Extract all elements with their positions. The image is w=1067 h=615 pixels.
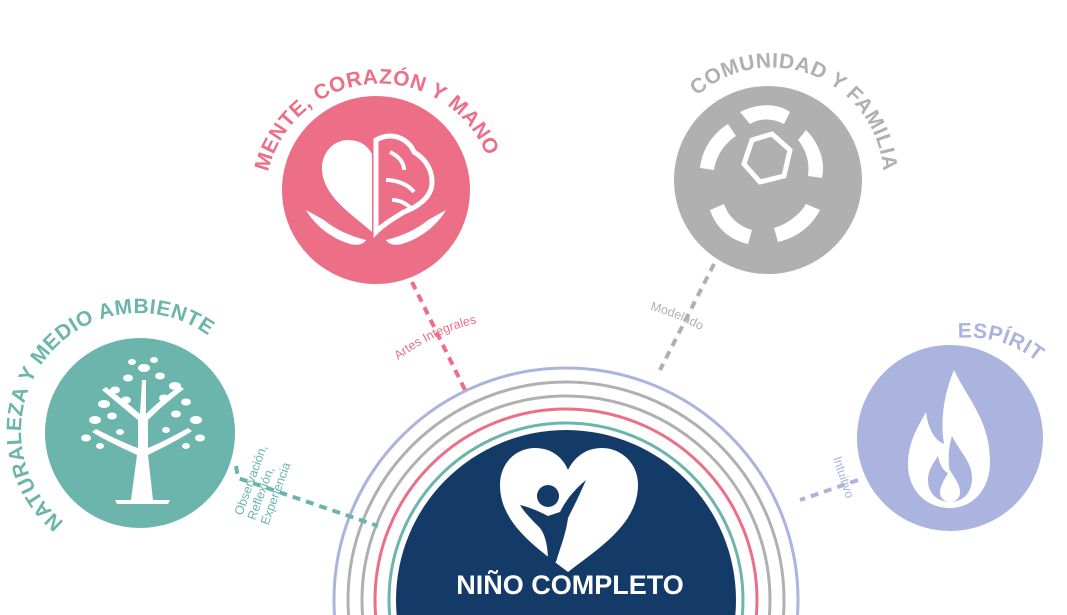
ring-community-inner <box>360 394 772 615</box>
nature-link-label: Observación, Reflexión, Experiencia <box>232 443 294 527</box>
node-nature: NATURALEZA Y MEDIO AMBIENTE Observación,… <box>3 295 294 535</box>
connector-mind <box>410 281 468 393</box>
node-community: COMUNIDAD Y FAMILIA Modelado <box>649 49 901 333</box>
mind-link-label: Artes Integrales <box>391 313 477 363</box>
center-node: NIÑO COMPLETO <box>396 430 736 615</box>
center-rings <box>332 366 800 615</box>
ring-nature <box>387 421 745 615</box>
connector-nature <box>234 465 379 528</box>
joined-hands-icon <box>700 105 824 244</box>
connectors <box>234 263 859 528</box>
connector-community <box>658 263 716 371</box>
ring-spirit <box>332 366 800 615</box>
ring-mind <box>373 407 759 615</box>
flame-icon <box>908 370 990 508</box>
connector-spirit <box>799 478 859 502</box>
center-title: NIÑO COMPLETO <box>456 569 684 600</box>
heart-child-icon <box>500 448 638 572</box>
ring-community-outer <box>346 380 786 615</box>
spirit-link-label: Intuitivo <box>830 455 857 500</box>
tree-icon <box>81 357 205 504</box>
node-mind: MENTE, CORAZÓN Y MANOS Artes Integrales <box>0 0 503 362</box>
heart-brain-hands-icon <box>306 133 446 245</box>
community-link-label: Modelado <box>649 299 706 333</box>
